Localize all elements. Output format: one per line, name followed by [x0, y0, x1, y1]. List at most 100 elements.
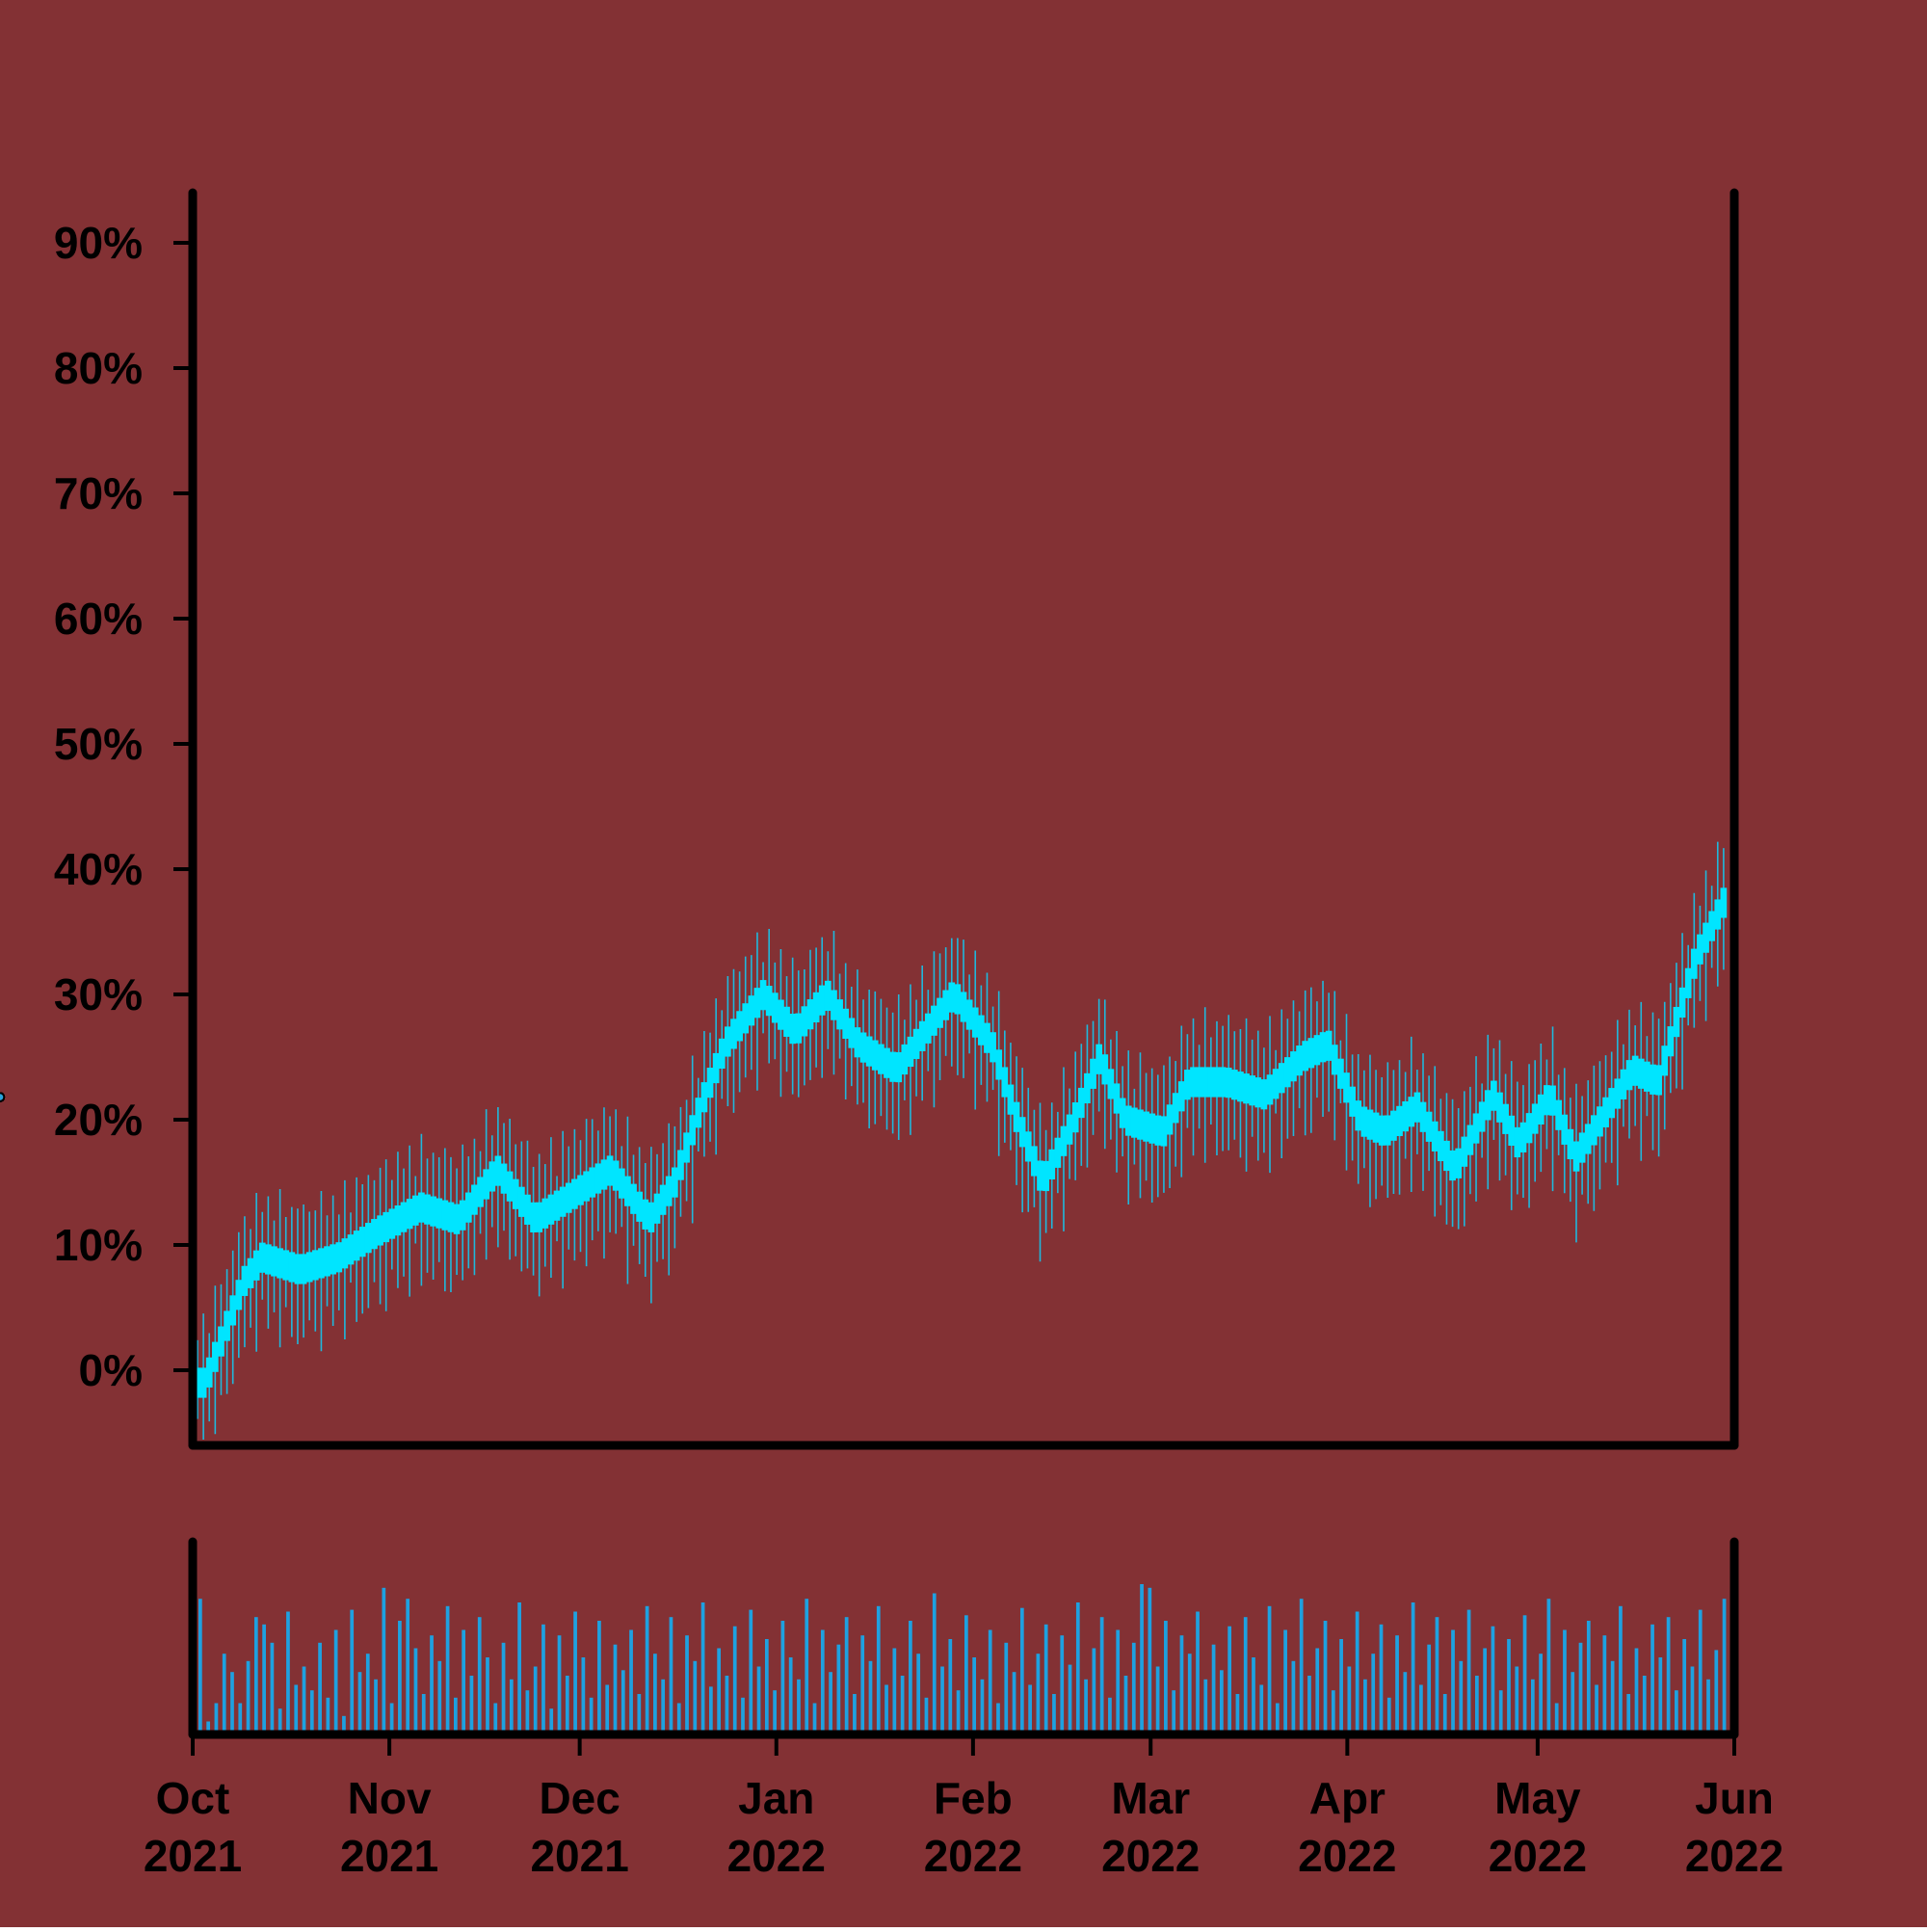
- volume-bar: [1299, 1599, 1304, 1731]
- volume-bar: [844, 1617, 849, 1731]
- volume-bar: [541, 1624, 545, 1731]
- volume-bar: [932, 1593, 937, 1731]
- candle-body: [247, 1257, 254, 1288]
- candle-body: [1466, 1125, 1474, 1155]
- candle-body: [364, 1223, 372, 1254]
- volume-bar: [829, 1672, 832, 1731]
- candle-body: [1213, 1067, 1221, 1098]
- y-tick-label: 30%: [54, 969, 143, 1019]
- volume-bar: [1331, 1690, 1335, 1731]
- candle-body: [977, 1015, 985, 1045]
- candle-body: [311, 1250, 319, 1281]
- candle-body: [1519, 1122, 1527, 1152]
- volume-bar: [222, 1654, 226, 1731]
- y-axis-ticks: 0% 10% 20% 30% 40% 50% 60% 70% 80% 90%: [54, 218, 193, 1395]
- volume-bar: [1666, 1617, 1671, 1731]
- volume-bar: [956, 1690, 961, 1731]
- volume-bar: [437, 1660, 442, 1731]
- candle-body: [400, 1202, 408, 1232]
- volume-bar: [1682, 1639, 1687, 1731]
- candle-body: [1043, 1160, 1049, 1192]
- candle-body: [653, 1193, 661, 1224]
- price-panel: 0% 10% 20% 30% 40% 50% 60% 70% 80% 90% Oct 2021 Nov…: [0, 188, 1783, 1881]
- candle-body: [1302, 1041, 1309, 1072]
- candle-body: [1319, 1032, 1327, 1063]
- volume-bar: [1578, 1642, 1583, 1731]
- volume-bar: [1339, 1639, 1343, 1731]
- candle-body: [288, 1252, 296, 1283]
- volume-bar: [1028, 1684, 1032, 1731]
- volume-bar: [477, 1617, 482, 1731]
- candle-body: [1024, 1131, 1032, 1162]
- volume-bar: [1187, 1654, 1192, 1731]
- candle-body: [1502, 1103, 1509, 1134]
- x-tick-month: Apr: [1309, 1773, 1386, 1823]
- candle-body: [424, 1194, 431, 1225]
- y-tick-label: 0%: [79, 1345, 143, 1395]
- y-tick-label: 50%: [54, 719, 143, 769]
- candle-body: [1690, 948, 1698, 979]
- candle-body: [778, 999, 784, 1030]
- candle-body: [494, 1155, 502, 1186]
- candle-body: [1597, 1106, 1603, 1137]
- volume-bar: [1442, 1694, 1447, 1731]
- candle-body: [600, 1159, 608, 1190]
- candle-body: [324, 1246, 330, 1277]
- candle-body: [1637, 1058, 1645, 1089]
- volume-bar: [1642, 1676, 1647, 1731]
- candle-body: [1455, 1148, 1463, 1178]
- volume-bar: [1395, 1635, 1399, 1731]
- volume-bar: [1483, 1648, 1488, 1731]
- candle-body: [241, 1265, 249, 1296]
- volume-bar: [1220, 1670, 1224, 1731]
- x-tick-month: May: [1494, 1773, 1581, 1823]
- volume-bar: [1571, 1672, 1575, 1731]
- volume-bar: [645, 1605, 649, 1731]
- volume-bar: [1515, 1666, 1519, 1731]
- volume-bar: [836, 1644, 841, 1731]
- candle-body: [282, 1250, 290, 1281]
- candle-body: [453, 1204, 461, 1234]
- candle-body: [577, 1175, 584, 1205]
- candle-body: [1413, 1092, 1421, 1123]
- candle-body: [636, 1191, 644, 1222]
- candle-body: [1007, 1084, 1015, 1115]
- x-tick-month: Oct: [156, 1773, 230, 1823]
- volume-bar: [1522, 1615, 1527, 1731]
- volume-bar: [676, 1703, 681, 1731]
- volume-bar: [653, 1654, 657, 1731]
- candle-body: [1307, 1038, 1315, 1069]
- candle-body: [984, 1022, 990, 1053]
- candle-bodies: [194, 887, 1728, 1398]
- volume-bar: [1075, 1602, 1080, 1731]
- candle-body: [1590, 1115, 1597, 1146]
- volume-bar: [246, 1660, 251, 1731]
- candle-body: [553, 1190, 561, 1221]
- candle-body: [1254, 1077, 1262, 1108]
- candle-body: [1720, 887, 1728, 918]
- candle-body: [294, 1254, 302, 1284]
- volume-bar: [1634, 1648, 1639, 1731]
- candle-body: [235, 1280, 243, 1310]
- volume-bar: [948, 1639, 953, 1731]
- candle-body: [1237, 1072, 1244, 1102]
- volume-bar: [421, 1694, 426, 1731]
- candle-body: [1384, 1115, 1391, 1146]
- volume-bar: [493, 1703, 498, 1731]
- candle-body: [700, 1082, 708, 1113]
- volume-bar: [797, 1679, 801, 1731]
- candle-body: [812, 992, 820, 1023]
- volume-bar: [294, 1684, 299, 1731]
- volume-bar: [253, 1617, 258, 1731]
- candle-body: [1620, 1069, 1627, 1099]
- volume-bar: [462, 1629, 466, 1731]
- candle-body: [1243, 1073, 1250, 1104]
- volume-bar: [1275, 1703, 1280, 1731]
- candle-body: [965, 999, 973, 1030]
- candle-body: [624, 1176, 631, 1206]
- volume-bar: [1626, 1694, 1631, 1731]
- x-tick-year: 2021: [144, 1831, 242, 1881]
- volume-bar: [1690, 1666, 1695, 1731]
- candle-body: [1119, 1098, 1126, 1128]
